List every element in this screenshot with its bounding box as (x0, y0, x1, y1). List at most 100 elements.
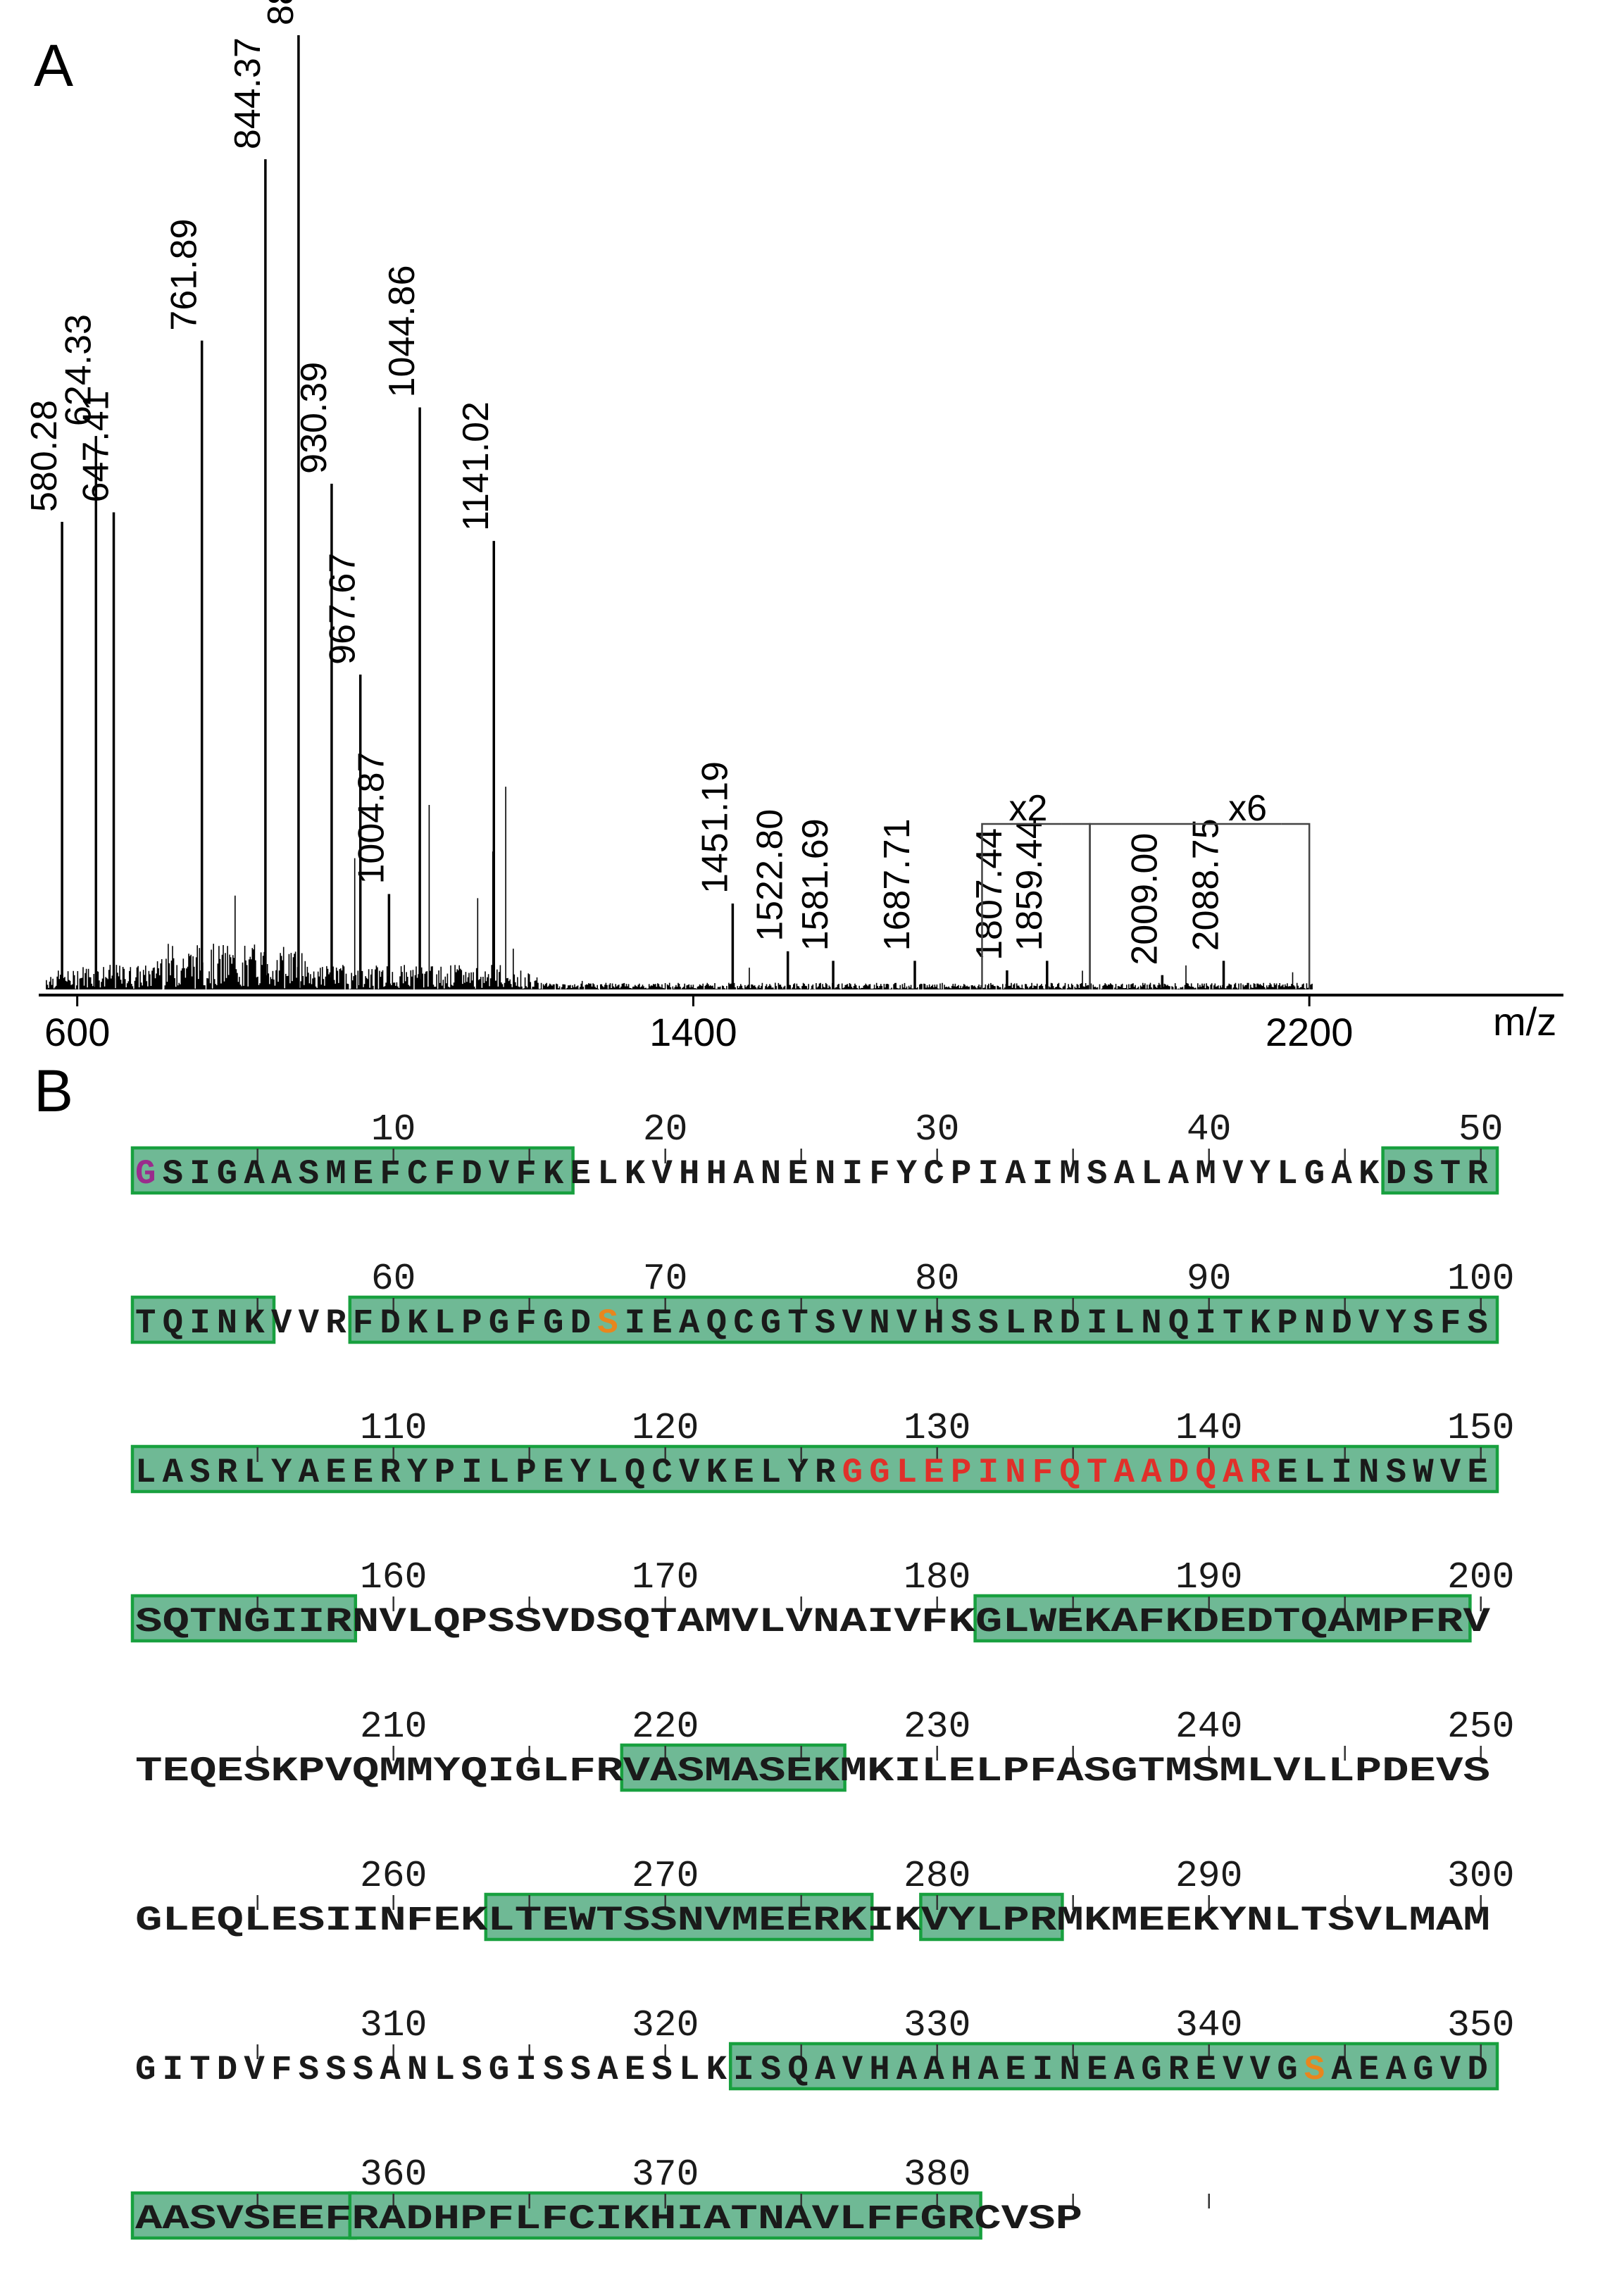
residue-number: 320 (632, 2004, 699, 2046)
protein-sequence: 10 20 30 40 50G S I G A A S M E F C F D V F K E L K V H H A N E N I F Y C… (130, 1108, 1514, 2240)
peak-label-14: 1687.71 (877, 818, 918, 951)
peak-label-0: 580.28 (24, 400, 65, 512)
residue-number: 290 (1175, 1855, 1242, 1897)
panel-label-a: A (34, 32, 73, 99)
x-axis: 600 1400 2200 m/z (39, 994, 1563, 1054)
panel-label-b: B (34, 1058, 73, 1124)
residue-number: 180 (904, 1556, 970, 1599)
residue-number: 200 (1447, 1556, 1514, 1599)
residue-number: 330 (904, 2004, 970, 2046)
peak-label-1: 624.33 (58, 314, 99, 426)
sequence-row-4: 210 220 230 240 250TEQESKPVQMMYQIGLFRVASMASE… (135, 1706, 1514, 1792)
sequence-text: SQTNGIIRNVLQPSSVDSQTAMVLVNAIVFKGLWEKAFKD… (135, 1602, 1491, 1642)
peptide-coverage-box (973, 1594, 1472, 1643)
residue-number: 20 (643, 1108, 688, 1151)
residue-number: 30 (915, 1108, 960, 1151)
bracket-0 (981, 823, 1062, 989)
peptide-coverage-box (130, 1594, 358, 1643)
residue-number: 80 (915, 1258, 960, 1300)
x-tick-label-1: 1400 (649, 1010, 737, 1054)
residue-number: 340 (1175, 2004, 1242, 2046)
peak-label-9: 1044.86 (382, 265, 423, 397)
residue-number: 260 (360, 1855, 427, 1897)
noise-trace (46, 787, 1313, 989)
sequence-row-1: 60 70 80 90 100 T Q I N K V V R F D K L P G F G D S I E A Q C G T S V N V… (130, 1258, 1514, 1344)
residue-number: 240 (1175, 1706, 1242, 1748)
peak-label-15: 1807.44 (969, 828, 1010, 961)
baseline-noise (46, 787, 1313, 989)
sequence-text: AASVSEEFRADHPFLFCIKHIATNAVLFFGRCVSP (135, 2199, 1082, 2239)
residue-number: 60 (371, 1258, 416, 1300)
residue-number: 50 (1459, 1108, 1504, 1151)
residue-number: 120 (632, 1407, 699, 1449)
residue-number: 130 (904, 1407, 970, 1449)
residue-number: 270 (632, 1855, 699, 1897)
peak-label-16: 1859.44 (1009, 818, 1050, 951)
peak-label-12: 1522.80 (750, 809, 791, 942)
peptide-coverage-box (919, 1892, 1064, 1942)
residue-number: 140 (1175, 1407, 1242, 1449)
bracket-label-1: x6 (1228, 788, 1267, 829)
residue-number: 40 (1187, 1108, 1232, 1151)
bracket-end-1 (1281, 823, 1311, 989)
peak-label-17: 2009.00 (1124, 833, 1165, 965)
residue-number: 280 (904, 1855, 970, 1897)
peptide-coverage-box (130, 1444, 1499, 1494)
peak-label-18: 2088.75 (1186, 818, 1227, 951)
residue-number: 160 (360, 1556, 427, 1599)
sequence-row-3: 160 170 180 190 200SQTNGIIRNVLQPSSVDSQTAMVLV… (130, 1556, 1514, 1643)
peak-label-8: 1004.87 (351, 752, 392, 885)
sequence-row-6: 310 320 330 340 350 G I T D V F S S S A N L S G I S S A E S L K I S Q… (135, 2004, 1514, 2091)
residue-number: 250 (1447, 1706, 1514, 1748)
peak-label-2: 647.41 (76, 390, 117, 502)
residue-number: 110 (360, 1407, 427, 1449)
residue-number: 90 (1187, 1258, 1232, 1300)
peak-label-3: 761.89 (164, 219, 205, 331)
peak-label-7: 967.67 (323, 553, 363, 665)
peak-label-10: 1141.02 (456, 401, 496, 531)
x-tick-label-2: 2200 (1266, 1010, 1354, 1054)
peak-label-5: 887.38 (261, 0, 301, 25)
peptide-coverage-box (728, 2042, 1499, 2091)
sequence-text: TEQESKPVQMMYQIGLFRVASMASEKMKILELPFASGTMS… (135, 1751, 1490, 1791)
residue-number: 220 (632, 1706, 699, 1748)
peak-label-4: 844.37 (227, 37, 268, 149)
x-axis-ticks: 600 1400 2200 (44, 995, 1354, 1054)
residue-number: 300 (1447, 1855, 1514, 1897)
sequence-row-5: 260 270 280 290 300 GLEQLESIINFEKLTEWTSSNVMEE… (135, 1855, 1514, 1942)
peak-label-6: 930.39 (294, 362, 335, 474)
residue-number: 100 (1447, 1258, 1514, 1300)
residue-number: 350 (1447, 2004, 1514, 2046)
x-tick-label-0: 600 (44, 1010, 110, 1054)
bracket-end-0 (1061, 823, 1091, 989)
residue-number: 70 (643, 1258, 688, 1300)
residue-number: 310 (360, 2004, 427, 2046)
sequence-row-0: 10 20 30 40 50G S I G A A S M E F C F D V F K E L K V H H A N E N I F Y C… (130, 1108, 1504, 1195)
peak-label-11: 1451.19 (694, 761, 735, 894)
sequence-row-7: 360 370 380AASVSEEFRADHPFLFCIKHIATNAVLFFGR… (130, 2154, 1210, 2240)
peptide-coverage-box (484, 1892, 874, 1942)
residue-number: 190 (1175, 1556, 1242, 1599)
residue-number: 170 (632, 1556, 699, 1599)
residue-number: 370 (632, 2154, 699, 2196)
scale-brackets: x2 x6 (981, 788, 1311, 989)
sequence-text: GLEQLESIINFEKLTEWTSSNVMEERKIKVYLPRMKMEEK… (135, 1901, 1490, 1940)
residue-number: 380 (904, 2154, 970, 2196)
peptide-coverage-box (620, 1743, 847, 1792)
residue-number: 230 (904, 1706, 970, 1748)
sequence-row-2: 110 120 130 140 150 L A S R L Y A E E R Y P I L P E Y L Q C V K E L Y… (130, 1407, 1514, 1494)
peptide-coverage-box (348, 1295, 1499, 1344)
residue-number: 210 (360, 1706, 427, 1748)
residue-number: 360 (360, 2154, 427, 2196)
peak-label-13: 1581.69 (795, 818, 836, 951)
bracket-1 (1089, 823, 1282, 989)
x-axis-label: m/z (1493, 999, 1556, 1044)
peptide-coverage-box (130, 1146, 575, 1195)
peptide-coverage-box (130, 1295, 276, 1344)
